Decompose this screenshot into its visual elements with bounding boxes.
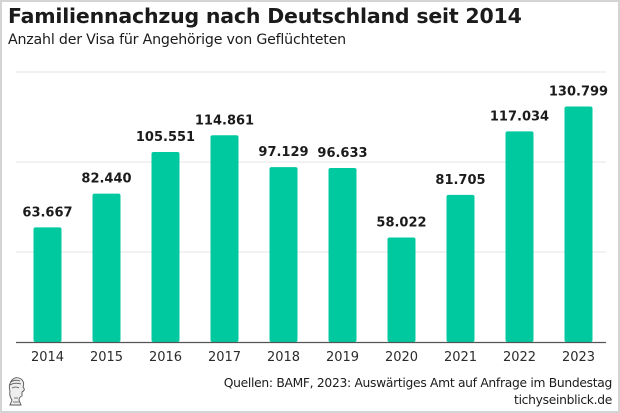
bar-2014	[33, 227, 62, 342]
source-note: Quellen: BAMF, 2023: Auswärtiges Amt auf…	[223, 375, 613, 409]
value-label-2014: 63.667	[22, 205, 72, 220]
value-label-2016: 105.551	[136, 130, 195, 145]
value-label-2017: 114.861	[195, 113, 254, 128]
x-tick-label-2022: 2022	[503, 350, 536, 365]
x-tick-label-2015: 2015	[90, 350, 123, 365]
source-text: Quellen: BAMF, 2023: Auswärtiges Amt auf…	[223, 376, 613, 390]
bar-2019	[328, 168, 357, 342]
chart-subtitle: Anzahl der Visa für Angehörige von Geflü…	[8, 32, 346, 48]
x-tick-label-2018: 2018	[267, 350, 300, 365]
x-tick-label-2020: 2020	[385, 350, 418, 365]
x-tick-label-2021: 2021	[444, 350, 477, 365]
x-tick-label-2016: 2016	[149, 350, 182, 365]
value-label-2015: 82.440	[81, 172, 131, 187]
chart-title: Familiennachzug nach Deutschland seit 20…	[8, 4, 522, 28]
bar-2023	[564, 106, 593, 342]
bar-2015	[92, 193, 121, 342]
x-tick-label-2014: 2014	[31, 350, 64, 365]
value-label-2021: 81.705	[435, 173, 485, 188]
x-tick-label-2017: 2017	[208, 350, 241, 365]
x-tick-label-2023: 2023	[562, 350, 595, 365]
value-label-2019: 96.633	[317, 146, 367, 161]
bar-2016	[151, 152, 180, 342]
bar-2020	[387, 237, 416, 342]
bar-2017	[210, 135, 239, 342]
bars	[33, 106, 593, 342]
value-label-2023: 130.799	[549, 85, 608, 100]
greek-head-logo-icon	[8, 377, 25, 406]
x-tick-labels: 2014 2015 2016 2017 2018 2019 2020 2021 2022 2023	[31, 350, 595, 365]
value-label-2020: 58.022	[376, 216, 426, 231]
value-label-2022: 117.034	[490, 109, 549, 124]
bar-2022	[505, 131, 534, 342]
bar-2021	[446, 194, 475, 342]
x-tick-label-2019: 2019	[326, 350, 359, 365]
bar-2018	[269, 167, 298, 342]
site-name: tichyseinblick.de	[514, 393, 612, 407]
value-label-2018: 97.129	[258, 145, 308, 160]
